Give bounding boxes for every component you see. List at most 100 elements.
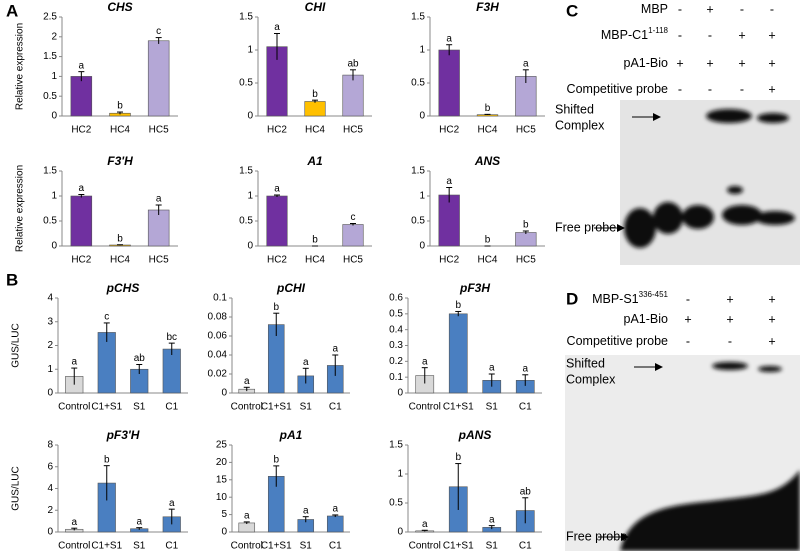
x-tick-label: Control [58,541,90,551]
chart-title: CHI [305,0,326,14]
y-tick-label: 0.5 [389,498,403,509]
significance-letter: ab [134,353,146,364]
x-tick-label: HC4 [477,125,497,136]
y-tick-label: 0.08 [208,312,228,323]
y-tick-label: 4 [47,483,53,494]
x-tick-label: HC4 [477,255,497,266]
y-tick-label: 1 [419,191,425,202]
lane-sign: - [678,82,682,96]
significance-letter: b [455,300,461,311]
y-tick-label: 2 [47,340,53,351]
lane-sign: + [768,292,775,306]
x-tick-label: S1 [486,402,499,413]
lane-sign: + [676,56,683,70]
x-tick-label: C1 [329,402,342,413]
lane-sign: - [740,82,744,96]
y-tick-label: 0 [419,111,425,122]
significance-letter: a [422,356,428,367]
row-label: Competitive probe [567,334,668,348]
y-tick-label: 0.6 [389,293,403,304]
row-label: pA1-Bio [624,56,669,70]
significance-letter: a [79,183,85,194]
significance-letter: a [523,58,529,69]
significance-letter: a [169,498,175,509]
chart-title: F3'H [107,154,133,168]
lane-sign: + [768,82,775,96]
row-label: MBP [641,2,668,16]
x-tick-label: C1 [165,402,178,413]
gel-image [565,100,800,551]
x-tick-label: HC2 [71,255,91,266]
x-tick-label: Control [409,402,441,413]
y-tick-label: 2 [47,505,53,516]
bar [162,348,181,394]
row-label-text: MBP [641,2,668,16]
y-tick-label: 0 [47,527,53,538]
bar [147,40,170,117]
y-tick-label: 0 [397,527,403,538]
significance-letter: c [156,26,161,37]
row-label-text: Competitive probe [567,334,668,348]
lane-sign: - [686,292,690,306]
panel-label: B [6,270,18,289]
x-tick-label: C1+S1 [261,541,292,551]
row-label-sup: 1-118 [648,26,668,35]
significance-letter: ab [520,486,532,497]
band-label: Complex [566,372,616,386]
bar [238,522,256,533]
significance-letter: b [117,233,123,244]
lane-sign: + [706,56,713,70]
y-tick-label: 8 [47,440,53,451]
significance-letter: ab [347,58,359,69]
y-tick-label: 1 [419,45,425,56]
bar [266,195,288,247]
band-label: Free probe [555,220,616,234]
x-tick-label: S1 [133,541,146,551]
y-tick-label: 4 [47,293,53,304]
y-tick-label: 0 [47,388,53,399]
x-tick-label: C1 [519,402,532,413]
lane-sign: + [738,56,745,70]
x-tick-label: C1 [519,541,532,551]
x-tick-label: C1+S1 [91,402,122,413]
significance-letter: c [351,212,356,223]
significance-letter: b [312,89,318,100]
lane-sign: + [768,312,775,326]
row-label-sup: 336-451 [639,290,669,299]
row-label: MBP-S1336-451 [592,290,668,306]
chart-title: pF3'H [106,428,140,442]
row-label-text: pA1-Bio [624,312,669,326]
x-tick-label: HC2 [71,125,91,136]
y-tick-label: 0.5 [43,91,57,102]
significance-letter: b [485,235,491,246]
significance-letter: a [446,176,452,187]
y-tick-label: 2 [51,31,57,42]
significance-letter: a [522,363,528,374]
y-tick-label: 0.06 [208,331,228,342]
y-tick-label: 1.5 [239,166,253,177]
y-tick-label: 1.5 [411,12,425,23]
significance-letter: a [244,376,250,387]
x-tick-label: HC5 [343,125,363,136]
chart-title: A1 [306,154,323,168]
x-tick-label: HC5 [149,125,169,136]
y-tick-label: 0.5 [411,216,425,227]
lane-sign: - [708,28,712,42]
y-tick-label: 0 [419,241,425,252]
bar [326,515,344,533]
y-tick-label: 10 [216,492,228,503]
lane-sign: + [738,28,745,42]
significance-letter: a [446,33,452,44]
bar [342,224,364,247]
y-tick-label: 1.5 [43,51,57,62]
y-tick-label: 1 [47,364,53,375]
x-tick-label: HC4 [305,255,325,266]
y-tick-label: 1.5 [43,166,57,177]
row-label-text: MBP-S1 [592,292,639,306]
significance-letter: b [117,101,123,112]
lane-sign: - [740,2,744,16]
band-label: Free probe [566,529,627,543]
y-axis-label: GUS/LUC [11,466,22,510]
y-tick-label: 0 [221,388,227,399]
